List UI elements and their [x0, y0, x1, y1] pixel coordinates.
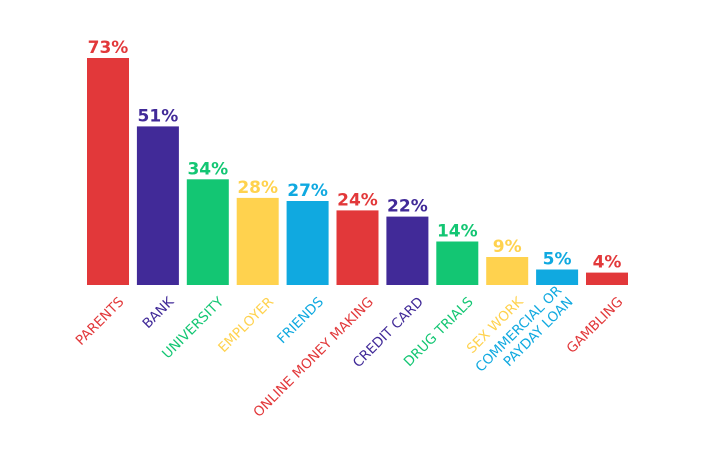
- category-labels-group: PARENTS BANKUNIVERSITYEMPLOYERFRIENDSONLI…: [73, 283, 627, 421]
- value-label-credit-card: 22%: [387, 197, 428, 217]
- bar-credit-card: [386, 216, 429, 285]
- value-label-gambling: 4%: [593, 253, 622, 273]
- bar-gambling: [586, 272, 628, 285]
- category-label-parents: PARENTS: [73, 294, 128, 349]
- bar-friends: [286, 201, 329, 285]
- value-label-drug-trials: 14%: [437, 222, 478, 242]
- value-label-sex-work: 9%: [493, 237, 522, 257]
- bars-group: [87, 58, 628, 286]
- category-label-bank: BANK: [139, 293, 178, 332]
- category-label-line: BANK: [139, 293, 178, 332]
- category-label-line: PARENTS: [73, 294, 128, 349]
- value-label-commercial-or-payday-loan: 5%: [543, 250, 572, 270]
- bar-employer: [236, 197, 279, 285]
- bar-sex-work: [486, 257, 529, 285]
- bar-parents: [87, 58, 129, 285]
- bar-bank: [136, 126, 179, 286]
- bar-university: [186, 179, 229, 285]
- value-label-university: 34%: [187, 159, 228, 179]
- category-label-friends: FRIENDS: [274, 294, 327, 347]
- bar-drug-trials: [436, 241, 479, 285]
- bar-commercial-or-payday-loan: [536, 269, 579, 285]
- value-label-online-money-making: 24%: [337, 190, 378, 210]
- value-label-bank: 51%: [138, 106, 179, 126]
- value-label-employer: 28%: [237, 178, 278, 198]
- bar-online-money-making: [336, 210, 379, 285]
- value-labels-group: 73% 51% 34% 28% 27% 24% 22% 14% 9% 5% 4%: [88, 38, 622, 273]
- value-label-parents: 73%: [88, 38, 129, 58]
- value-label-friends: 27%: [287, 181, 328, 201]
- category-label-line: FRIENDS: [274, 294, 327, 347]
